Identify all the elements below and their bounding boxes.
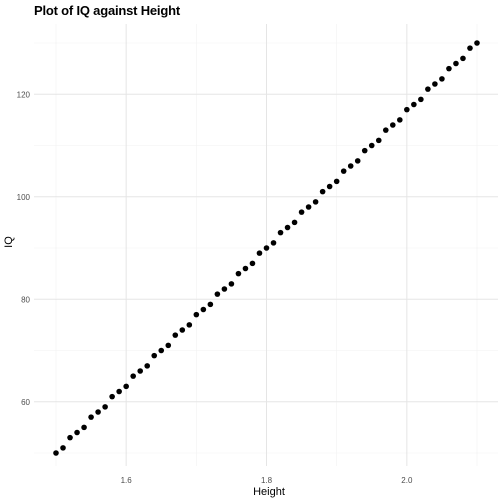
y-tick-label: 100 <box>17 193 31 202</box>
data-point <box>312 199 319 205</box>
data-point <box>144 363 151 369</box>
grid-lines <box>34 24 498 466</box>
y-tick-label: 80 <box>21 295 30 304</box>
data-point <box>172 332 179 338</box>
data-point <box>53 450 59 456</box>
chart-title: Plot of IQ against Height <box>34 3 180 18</box>
x-axis-ticks: 1.6 1.8 2.0 <box>121 476 413 485</box>
y-axis-ticks: 60 80 100 120 <box>17 90 31 407</box>
data-point <box>397 117 403 123</box>
data-point <box>418 96 424 103</box>
data-point <box>298 209 305 215</box>
data-point <box>354 158 361 164</box>
data-point <box>130 373 136 379</box>
data-point <box>467 45 473 51</box>
data-point <box>361 147 368 154</box>
data-point <box>270 240 277 246</box>
data-point <box>165 342 172 349</box>
data-point <box>67 434 73 441</box>
data-point <box>179 327 186 333</box>
data-point <box>263 245 270 251</box>
data-point <box>60 445 66 451</box>
data-point <box>446 65 452 72</box>
data-point <box>242 265 249 272</box>
x-tick-label: 2.0 <box>401 476 413 485</box>
data-point <box>411 101 417 108</box>
data-point <box>116 388 122 395</box>
data-point <box>375 137 382 144</box>
data-point <box>137 368 143 374</box>
x-tick-label: 1.8 <box>261 476 273 485</box>
y-tick-label: 60 <box>21 398 30 407</box>
data-point <box>347 163 354 169</box>
data-point <box>74 429 80 436</box>
data-point <box>256 250 263 256</box>
x-axis-label: Height <box>253 486 285 498</box>
data-point <box>425 86 431 92</box>
data-point <box>200 306 207 313</box>
data-point <box>158 347 165 354</box>
data-point <box>277 229 284 236</box>
y-tick-label: 120 <box>17 90 31 99</box>
data-point <box>474 40 480 46</box>
data-point <box>326 183 333 190</box>
x-tick-label: 1.6 <box>121 476 133 485</box>
data-point <box>102 404 108 410</box>
data-point <box>186 322 193 328</box>
data-point <box>95 409 101 415</box>
data-point <box>439 76 445 82</box>
data-point <box>333 178 340 185</box>
y-axis-label: IQ <box>3 236 15 248</box>
data-point <box>291 219 298 226</box>
data-point <box>305 204 312 210</box>
data-point <box>319 188 326 195</box>
data-point <box>151 352 158 359</box>
data-point <box>221 286 228 292</box>
data-point <box>340 168 347 174</box>
data-point <box>432 81 438 87</box>
data-point <box>390 122 396 128</box>
data-point <box>460 55 466 62</box>
data-point <box>249 260 256 267</box>
data-point <box>368 142 375 149</box>
data-point <box>193 311 200 318</box>
data-point <box>88 414 94 420</box>
data-point <box>81 424 87 431</box>
data-point <box>453 60 459 67</box>
data-point <box>404 106 410 113</box>
data-point <box>284 224 291 231</box>
data-point <box>109 393 115 400</box>
data-points <box>53 40 480 456</box>
data-point <box>382 127 389 133</box>
data-point <box>235 270 242 277</box>
data-point <box>214 291 221 297</box>
data-point <box>123 383 129 390</box>
data-point <box>228 281 235 287</box>
data-point <box>207 301 214 308</box>
